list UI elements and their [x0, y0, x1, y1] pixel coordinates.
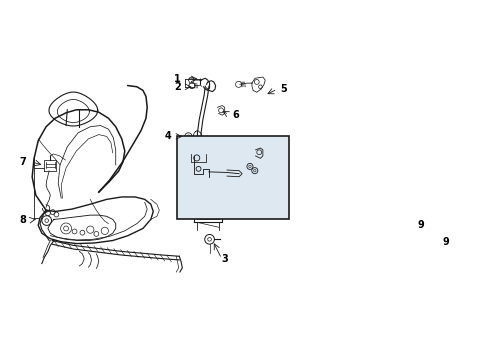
Text: 1: 1 [174, 74, 181, 84]
Text: 9: 9 [417, 220, 424, 230]
Text: 4: 4 [164, 131, 171, 141]
Bar [177, 136, 289, 219]
Text: 9: 9 [441, 237, 448, 247]
Text: 3: 3 [221, 254, 227, 264]
Text: 8: 8 [19, 215, 26, 225]
Text: 2: 2 [174, 82, 181, 92]
Text: 5: 5 [280, 84, 286, 94]
Text: 6: 6 [231, 109, 238, 120]
Text: 7: 7 [20, 157, 26, 167]
